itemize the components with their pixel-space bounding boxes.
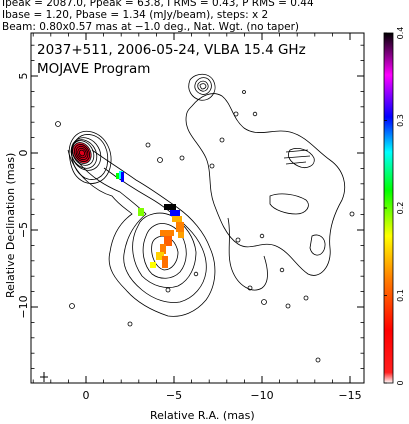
y-tick-label: 0 xyxy=(17,150,30,157)
map-title: 2037+511, 2006-05-24, VLBA 15.4 GHz xyxy=(37,42,306,58)
beam-marker xyxy=(40,372,48,382)
noise-contours xyxy=(55,90,355,363)
header-stats-line-2: Ibase = 1.20, Pbase = 1.34 (mJy/beam), s… xyxy=(2,9,269,21)
colorbar-tick-label: 0.4 xyxy=(396,27,405,40)
polarization-patches xyxy=(116,171,184,268)
extended-emission-contours xyxy=(185,73,346,291)
core-inner-contours xyxy=(74,144,90,162)
header-stats-line-1: Ipeak = 2087.0, Ppeak = 63.8, I RMS = 0.… xyxy=(2,0,314,9)
colorbar-tick-label: 0 xyxy=(396,380,405,385)
colorbar-tick-label: 0.2 xyxy=(396,202,405,215)
colorbar-ticks: 0 0.1 0.2 0.3 0.4 xyxy=(384,27,405,386)
y-tick-label: 5 xyxy=(17,73,30,80)
x-tick-label: −15 xyxy=(338,389,361,402)
x-tick-label: −5 xyxy=(166,389,182,402)
x-axis-label: Relative R.A. (mas) xyxy=(150,409,255,422)
y-axis-label: Relative Declination (mas) xyxy=(4,153,17,298)
y-tick-label: −5 xyxy=(17,222,30,238)
x-tick-label: 0 xyxy=(83,389,90,402)
y-axis-ticks: 5 0 −5 −10 xyxy=(17,44,364,370)
x-axis-ticks: 0 −5 −10 −15 xyxy=(32,33,362,402)
x-tick-label: −10 xyxy=(250,389,273,402)
contour-map xyxy=(55,73,355,363)
plot-frame xyxy=(30,32,365,384)
y-tick-label: −10 xyxy=(17,295,30,318)
map-subtitle: MOJAVE Program xyxy=(37,61,150,77)
colorbar-tick-label: 0.1 xyxy=(396,289,405,302)
header-beam-line: Beam: 0.80x0.57 mas at −1.0 deg., Nat. W… xyxy=(2,21,300,33)
colorbar-tick-label: 0.3 xyxy=(396,114,405,127)
core-contours xyxy=(68,130,112,184)
jet-contours xyxy=(67,149,216,317)
